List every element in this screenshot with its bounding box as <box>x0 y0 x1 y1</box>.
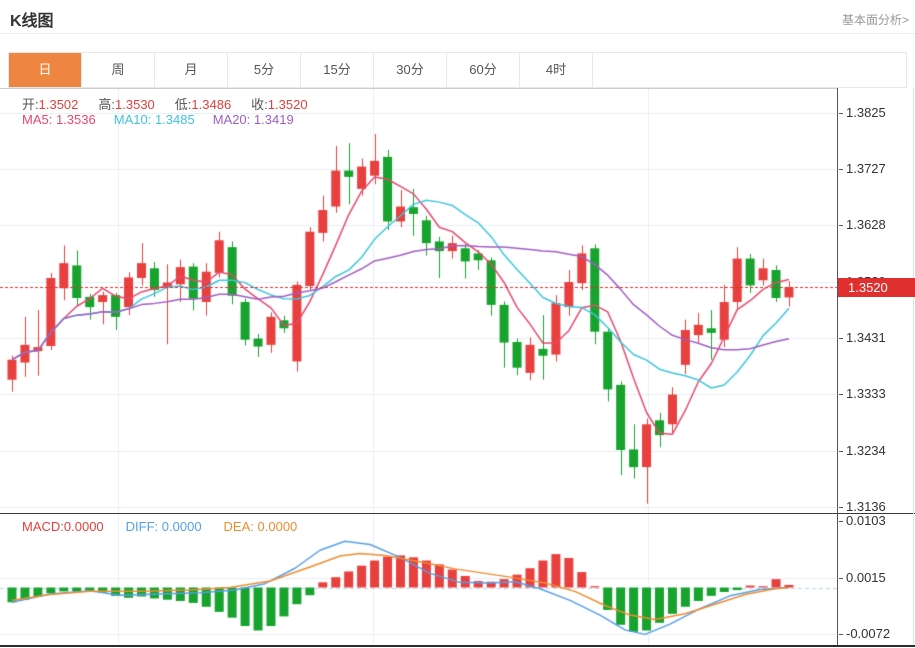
low-value: 1.3486 <box>191 97 232 112</box>
price-axis-label: 1.3136 <box>839 499 886 514</box>
chart-bottom-border <box>0 645 915 647</box>
tab-60min[interactable]: 60分 <box>447 53 520 87</box>
chart-top-border <box>0 88 837 89</box>
high-value: 1.3530 <box>115 97 155 112</box>
ma10-readout: MA10: 1.3485 <box>113 112 195 127</box>
diff-value-readout: DIFF: 0.0000 <box>125 519 202 534</box>
header-separator <box>0 33 915 34</box>
macd-axis-label: 0.0103 <box>839 513 886 528</box>
close-value: 1.3520 <box>267 97 308 112</box>
tab-30min[interactable]: 30分 <box>374 53 447 87</box>
current-price-badge: 1.3520 <box>838 278 915 297</box>
tab-15min[interactable]: 15分 <box>301 53 374 87</box>
y-axis-line <box>837 88 838 645</box>
ma-readout: MA5: 1.3536 MA10: 1.3485 MA20: 1.3419 <box>22 112 294 127</box>
ma5-readout: MA5: 1.3536 <box>22 112 96 127</box>
open-value: 1.3502 <box>38 97 79 112</box>
open-label: 开: <box>22 97 39 112</box>
price-chart[interactable] <box>0 88 837 513</box>
tab-5min[interactable]: 5分 <box>228 53 301 87</box>
dea-value-readout: DEA: 0.0000 <box>223 519 298 534</box>
price-axis-label: 1.3431 <box>839 330 886 345</box>
page-title: K线图 <box>10 13 54 30</box>
tab-day[interactable]: 日 <box>9 53 82 87</box>
low-label: 低: <box>174 97 192 112</box>
pane-divider <box>0 513 915 514</box>
tab-month[interactable]: 月 <box>155 53 228 87</box>
price-axis-label: 1.3333 <box>839 386 886 401</box>
macd-value-readout: MACD:0.0000 <box>22 519 104 534</box>
macd-axis-label: -0.0072 <box>839 626 890 641</box>
macd-chart[interactable] <box>0 513 837 645</box>
price-axis-label: 1.3628 <box>839 217 886 232</box>
high-label: 高: <box>98 97 116 112</box>
macd-readout: MACD:0.0000 DIFF: 0.0000 DEA: 0.0000 <box>22 519 297 534</box>
tab-4hour[interactable]: 4时 <box>520 53 593 87</box>
chart-right-border <box>913 88 914 645</box>
close-label: 收: <box>251 97 268 112</box>
price-axis-label: 1.3825 <box>839 105 886 120</box>
price-axis-label: 1.3234 <box>839 443 886 458</box>
period-tabbar: 日周月 5分 15分 30分 60分 4时 <box>8 52 907 88</box>
ohlc-readout: 开:1.3502 高:1.3530 低:1.3486 收:1.3520 <box>22 94 328 113</box>
tab-week[interactable]: 周 <box>82 53 155 87</box>
macd-axis-label: 0.0015 <box>839 570 886 585</box>
price-axis-label: 1.3727 <box>839 161 886 176</box>
ma20-readout: MA20: 1.3419 <box>212 112 294 127</box>
fundamental-analysis-link[interactable]: 基本面分析> <box>841 13 909 27</box>
